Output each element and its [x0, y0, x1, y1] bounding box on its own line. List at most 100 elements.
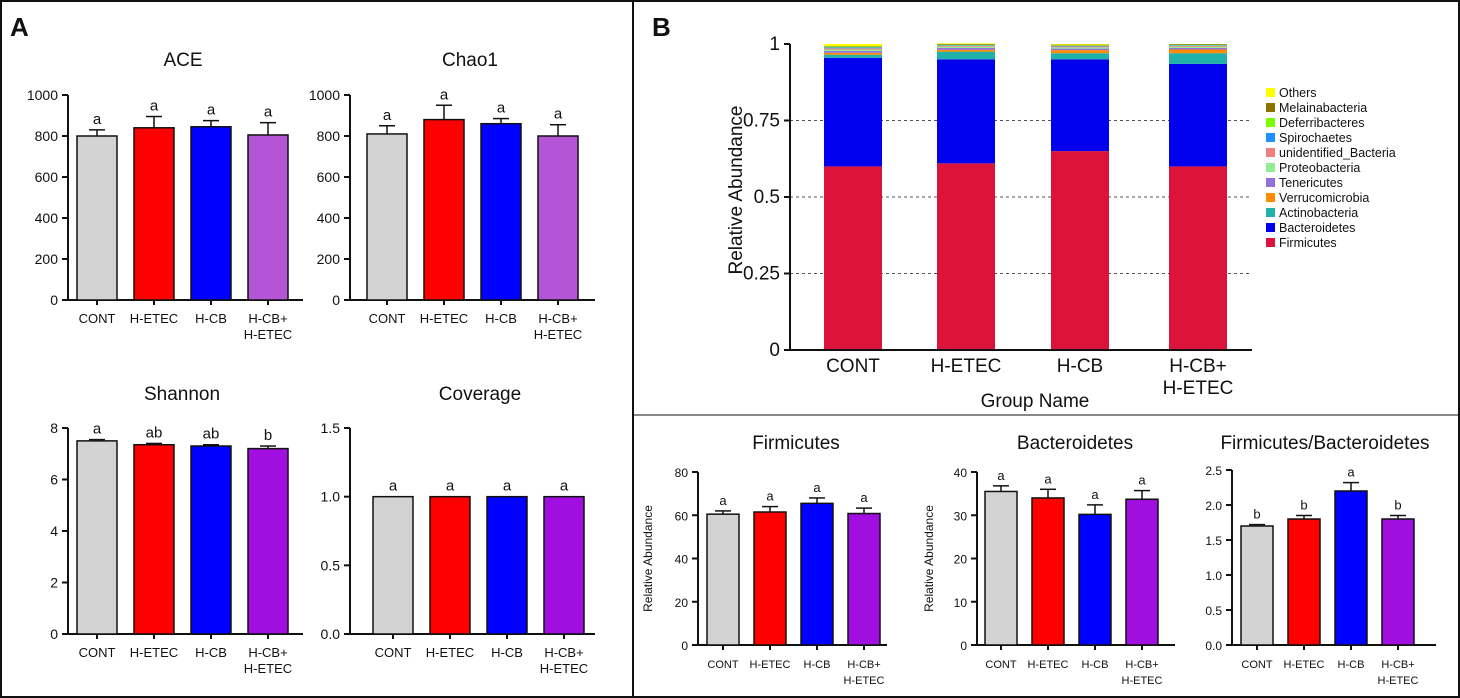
stacked-segment-others — [1051, 44, 1109, 45]
stacked-segment-verrucomicrobia — [1169, 49, 1227, 54]
firmicutes-title: Firmicutes — [752, 433, 840, 454]
shannon-significance-label: ab — [203, 426, 220, 443]
chao1-significance-label: a — [497, 100, 506, 117]
firmicutes-significance-label: a — [860, 490, 868, 505]
firmicutes-ytick-label: 20 — [675, 596, 689, 610]
chao1-bar — [366, 133, 408, 301]
ace-bar — [76, 135, 118, 301]
fb-ratio-chart: Firmicutes/Bacteroidetes 0.0 0.5 1.0 1.5 2.0 2… — [1205, 433, 1436, 687]
bacteroidetes-ytick-label: 40 — [954, 466, 968, 480]
ace-category-label: H-CB+ — [248, 311, 287, 326]
fb_ratio-title: Firmicutes/Bacteroidetes — [1220, 433, 1429, 454]
stacked-segment-melainabacteria — [824, 46, 882, 47]
bacteroidetes-ytick-label: 0 — [960, 639, 967, 653]
fb_ratio-significance-label: b — [1300, 498, 1307, 513]
stacked-ytick-label: 0.75 — [743, 111, 780, 132]
legend-label: Spirochaetes — [1279, 131, 1352, 145]
firmicutes-bar — [706, 513, 740, 646]
legend-label: Tenericutes — [1279, 176, 1343, 190]
chao1-bar — [480, 122, 522, 301]
stacked-category-label: CONT — [826, 356, 880, 377]
firmicutes-category-label: H-ETEC — [844, 675, 885, 687]
stacked-segment-tenericutes — [824, 51, 882, 53]
bacteroidetes-significance-label: a — [1044, 471, 1052, 486]
coverage-category-label: H-ETEC — [426, 645, 474, 660]
fb_ratio-ytick-label: 1.5 — [1205, 534, 1222, 548]
firmicutes-chart: Firmicutes Relative Abundance 0 20 40 60 80 a CO… — [641, 433, 887, 687]
ace-significance-label: a — [264, 104, 273, 121]
coverage-chart: Coverage 0.0 0.5 1.0 1.5 a CONT a H-ETEC a H-CB a H-… — [321, 384, 595, 676]
stacked-category-label: H-ETEC — [1163, 378, 1234, 399]
stacked-segment-unidentified-bacteria — [937, 45, 995, 47]
panel-label-b: B — [652, 12, 671, 42]
shannon-bar — [76, 440, 118, 635]
fb_ratio-ytick-label: 2.0 — [1205, 499, 1222, 513]
stacked-category-label: H-ETEC — [931, 356, 1002, 377]
coverage-category-label: H-ETEC — [540, 661, 588, 676]
legend-swatch — [1266, 193, 1275, 202]
stacked-segment-bacteroidetes — [824, 57, 882, 167]
firmicutes-ytick-label: 80 — [675, 466, 689, 480]
legend-label: Others — [1279, 86, 1317, 100]
fb_ratio-significance-label: b — [1394, 498, 1401, 513]
legend-swatch — [1266, 118, 1275, 127]
firmicutes-category-label: H-ETEC — [750, 659, 791, 671]
ace-bar — [190, 126, 232, 301]
stacked-segment-actinobacteria — [1169, 53, 1227, 64]
fb_ratio-bar — [1240, 525, 1274, 646]
coverage-bar — [429, 495, 471, 635]
stacked-segment-spirochaetes — [937, 45, 995, 46]
firmicutes-significance-label: a — [813, 480, 821, 495]
fb_ratio-bar — [1287, 518, 1321, 646]
bacteroidetes-ytick-label: 10 — [954, 596, 968, 610]
stacked-segment-tenericutes — [1169, 47, 1227, 50]
stacked-segment-tenericutes — [937, 47, 995, 50]
legend-swatch — [1266, 208, 1275, 217]
coverage-category-label: H-CB+ — [544, 645, 583, 660]
stacked-segment-firmicutes — [1051, 151, 1109, 350]
chao1-chart: Chao1 0 200 400 600 800 1000 a CONT a H-ETEC a H-CB a… — [309, 50, 595, 342]
stacked-segment-deferribacteres — [824, 46, 882, 48]
stacked-segment-verrucomicrobia — [1051, 50, 1109, 54]
ace-ytick-label: 600 — [35, 169, 59, 185]
stacked-segment-others — [824, 44, 882, 47]
chao1-significance-label: a — [554, 106, 563, 123]
coverage-bar — [543, 495, 585, 635]
ace-ytick-label: 1000 — [27, 87, 58, 103]
coverage-significance-label: a — [389, 478, 398, 495]
bacteroidetes-category-label: H-CB+ — [1125, 659, 1158, 671]
ace-chart: ACE 0 200 400 600 800 1000 a CONT a H-ETEC a H-CB a H-… — [27, 50, 303, 342]
legend-label: Bacteroidetes — [1279, 221, 1355, 235]
chao1-category-label: H-ETEC — [534, 327, 582, 342]
bacteroidetes-bar — [1125, 498, 1159, 646]
coverage-ytick-label: 0.0 — [321, 626, 341, 642]
coverage-bar — [486, 495, 528, 635]
fb_ratio-category-label: H-ETEC — [1378, 675, 1419, 687]
ace-category-label: CONT — [79, 311, 116, 326]
legend-label: Proteobacteria — [1279, 161, 1360, 175]
bacteroidetes-bar — [1031, 497, 1065, 646]
shannon-ytick-label: 8 — [50, 420, 58, 436]
shannon-category-label: CONT — [79, 645, 116, 660]
chao1-ytick-label: 1000 — [309, 87, 340, 103]
bacteroidetes-significance-label: a — [997, 468, 1005, 483]
chao1-category-label: H-CB — [485, 311, 517, 326]
stacked-segment-spirochaetes — [1051, 45, 1109, 47]
bacteroidetes-title: Bacteroidetes — [1017, 433, 1133, 454]
coverage-title: Coverage — [439, 384, 521, 405]
stacked-segment-melainabacteria — [937, 44, 995, 45]
chao1-significance-label: a — [440, 86, 449, 103]
bacteroidetes-chart: Bacteroidetes Relative Abundance 0 10 20 30 40… — [922, 433, 1175, 687]
stacked-segment-melainabacteria — [1169, 44, 1227, 45]
bacteroidetes-ytick-label: 20 — [954, 553, 968, 567]
stacked-segment-tenericutes — [1051, 48, 1109, 51]
firmicutes-ytick-label: 60 — [675, 509, 689, 523]
legend-swatch — [1266, 133, 1275, 142]
coverage-significance-label: a — [446, 478, 455, 495]
shannon-title: Shannon — [144, 384, 220, 405]
ace-ytick-label: 400 — [35, 210, 59, 226]
legend-swatch — [1266, 223, 1275, 232]
ace-significance-label: a — [93, 111, 102, 128]
stacked-ylabel: Relative Abundance — [726, 105, 747, 274]
